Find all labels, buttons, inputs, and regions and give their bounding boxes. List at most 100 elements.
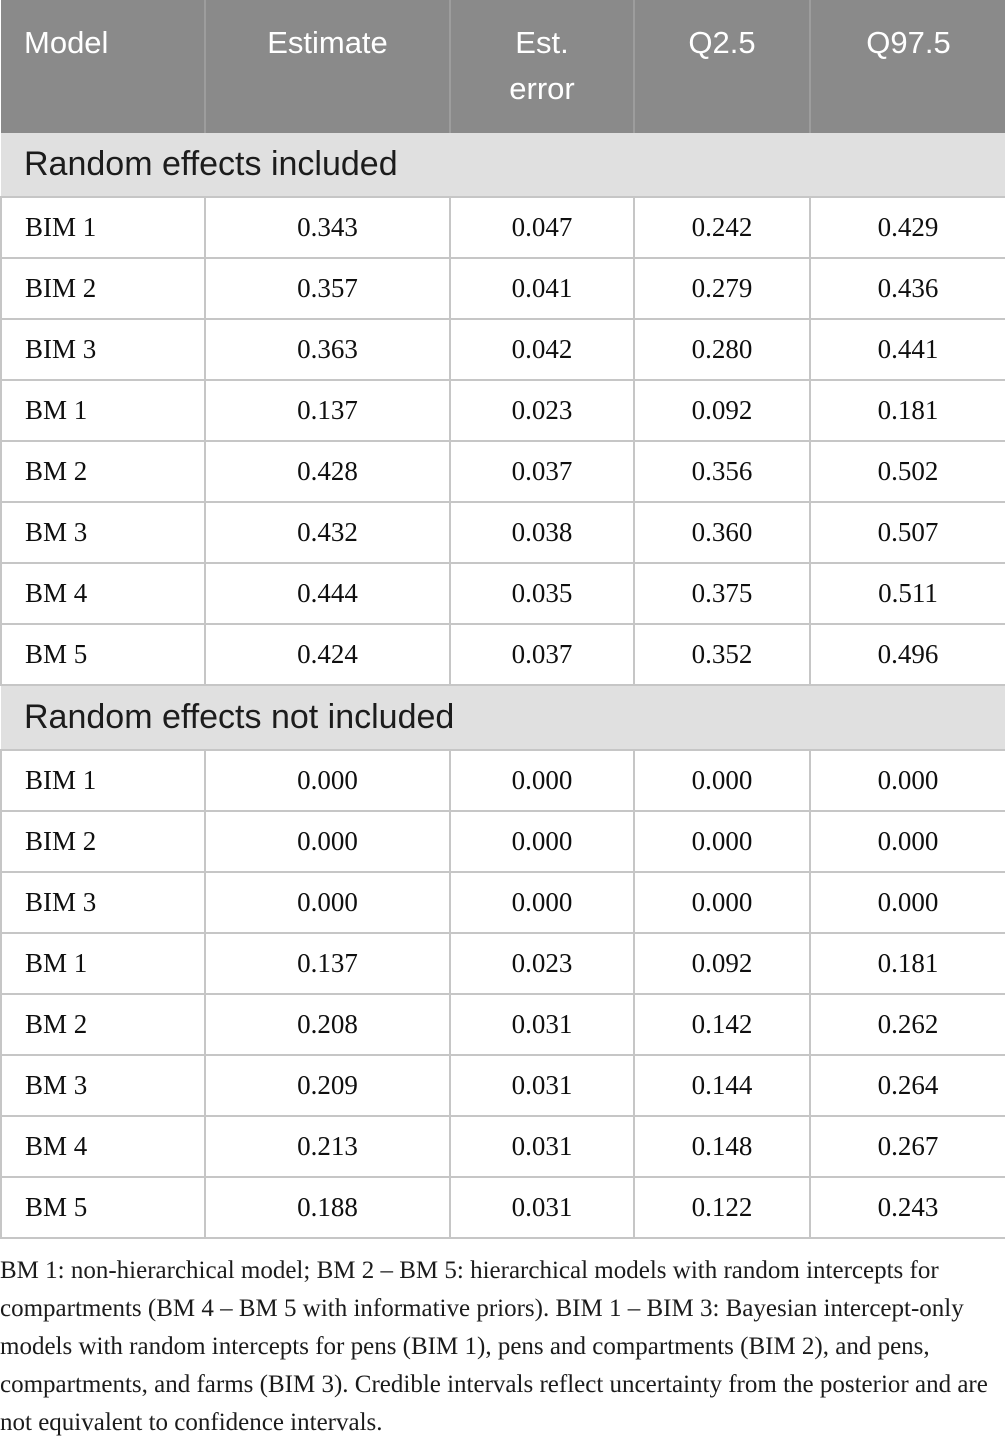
- est-error-cell: 0.038: [449, 501, 635, 564]
- estimate-cell: 0.000: [204, 871, 451, 934]
- table-footnote: BM 1: non-hierarchical model; BM 2 – BM …: [0, 1257, 988, 1436]
- q97-5-cell: 0.181: [809, 932, 1005, 995]
- estimate-cell: 0.363: [204, 318, 451, 381]
- q97-5-cell: 0.267: [809, 1115, 1005, 1178]
- table-row: BIM 1 0.000 0.000 0.000 0.000: [0, 749, 1005, 812]
- est-error-cell: 0.042: [449, 318, 635, 381]
- q97-5-cell: 0.502: [809, 440, 1005, 503]
- estimate-cell: 0.213: [204, 1115, 451, 1178]
- column-header-estimate-label: Estimate: [267, 25, 388, 60]
- model-cell: BIM 1: [0, 749, 206, 812]
- section-label-random-effects-included: Random effects included: [1, 133, 1005, 198]
- model-cell: BIM 2: [0, 257, 206, 320]
- estimate-cell: 0.357: [204, 257, 451, 320]
- q97-5-cell: 0.496: [809, 623, 1005, 686]
- est-error-cell: 0.023: [449, 932, 635, 995]
- q97-5-cell: 0.181: [809, 379, 1005, 442]
- est-error-cell: 0.031: [449, 993, 635, 1056]
- model-cell: BIM 1: [0, 196, 206, 259]
- column-header-q97-5: Q97.5: [809, 0, 1005, 133]
- est-error-cell: 0.000: [449, 749, 635, 812]
- model-cell: BM 5: [0, 1176, 206, 1239]
- q97-5-cell: 0.000: [809, 810, 1005, 873]
- model-cell: BM 3: [0, 501, 206, 564]
- model-cell: BM 5: [0, 623, 206, 686]
- q97-5-cell: 0.429: [809, 196, 1005, 259]
- q2-5-cell: 0.000: [633, 749, 811, 812]
- est-error-cell: 0.031: [449, 1176, 635, 1239]
- q2-5-cell: 0.122: [633, 1176, 811, 1239]
- table-row: BM 2 0.208 0.031 0.142 0.262: [0, 993, 1005, 1056]
- q2-5-cell: 0.092: [633, 932, 811, 995]
- table-row: BIM 1 0.343 0.047 0.242 0.429: [0, 196, 1005, 259]
- q2-5-cell: 0.000: [633, 871, 811, 934]
- q2-5-cell: 0.356: [633, 440, 811, 503]
- model-cell: BIM 3: [0, 318, 206, 381]
- column-header-model: Model: [1, 0, 205, 133]
- table-row: BIM 2 0.357 0.041 0.279 0.436: [0, 257, 1005, 320]
- model-cell: BIM 2: [0, 810, 206, 873]
- est-error-cell: 0.000: [449, 810, 635, 873]
- q2-5-cell: 0.144: [633, 1054, 811, 1117]
- model-cell: BM 2: [0, 440, 206, 503]
- table-row: BIM 3 0.000 0.000 0.000 0.000: [0, 871, 1005, 934]
- est-error-cell: 0.037: [449, 623, 635, 686]
- estimate-cell: 0.000: [204, 810, 451, 873]
- q2-5-cell: 0.280: [633, 318, 811, 381]
- column-header-q2-5: Q2.5: [633, 0, 810, 133]
- estimate-cell: 0.444: [204, 562, 451, 625]
- q2-5-cell: 0.092: [633, 379, 811, 442]
- estimate-cell: 0.209: [204, 1054, 451, 1117]
- table-row: BM 4 0.444 0.035 0.375 0.511: [0, 562, 1005, 625]
- q2-5-cell: 0.142: [633, 993, 811, 1056]
- estimate-cell: 0.137: [204, 379, 451, 442]
- table-row: BM 5 0.188 0.031 0.122 0.243: [0, 1176, 1005, 1239]
- q97-5-cell: 0.000: [809, 871, 1005, 934]
- section-label-random-effects-not-included: Random effects not included: [1, 685, 1005, 751]
- q97-5-cell: 0.000: [809, 749, 1005, 812]
- model-cell: BM 1: [0, 379, 206, 442]
- table-row: BM 3 0.432 0.038 0.360 0.507: [0, 501, 1005, 564]
- q2-5-cell: 0.279: [633, 257, 811, 320]
- q97-5-cell: 0.511: [809, 562, 1005, 625]
- estimate-cell: 0.000: [204, 749, 451, 812]
- column-header-est-error: Est. error: [449, 0, 634, 133]
- q97-5-cell: 0.441: [809, 318, 1005, 381]
- column-header-est-error-label: Est. error: [509, 25, 575, 106]
- q97-5-cell: 0.436: [809, 257, 1005, 320]
- model-cell: BM 4: [0, 562, 206, 625]
- q2-5-cell: 0.352: [633, 623, 811, 686]
- q97-5-cell: 0.264: [809, 1054, 1005, 1117]
- q97-5-cell: 0.507: [809, 501, 1005, 564]
- est-error-cell: 0.047: [449, 196, 635, 259]
- estimate-cell: 0.188: [204, 1176, 451, 1239]
- estimate-cell: 0.343: [204, 196, 451, 259]
- est-error-cell: 0.041: [449, 257, 635, 320]
- section-header-row: Random effects not included: [1, 685, 1005, 751]
- q97-5-cell: 0.243: [809, 1176, 1005, 1239]
- column-header-q2-5-label: Q2.5: [688, 25, 756, 60]
- table-row: BM 5 0.424 0.037 0.352 0.496: [0, 623, 1005, 686]
- q2-5-cell: 0.375: [633, 562, 811, 625]
- est-error-cell: 0.031: [449, 1115, 635, 1178]
- table-row: BIM 3 0.363 0.042 0.280 0.441: [0, 318, 1005, 381]
- est-error-cell: 0.037: [449, 440, 635, 503]
- table-row: BM 4 0.213 0.031 0.148 0.267: [0, 1115, 1005, 1178]
- column-header-q97-5-label: Q97.5: [866, 25, 951, 60]
- est-error-cell: 0.023: [449, 379, 635, 442]
- q97-5-cell: 0.262: [809, 993, 1005, 1056]
- table-row: BM 1 0.137 0.023 0.092 0.181: [0, 932, 1005, 995]
- model-cell: BM 1: [0, 932, 206, 995]
- model-estimates-table: Model Estimate Est. error Q2.5 Q97.5 Ran…: [0, 0, 1005, 1239]
- table-row: BM 1 0.137 0.023 0.092 0.181: [0, 379, 1005, 442]
- column-header-model-label: Model: [24, 25, 109, 60]
- estimate-cell: 0.137: [204, 932, 451, 995]
- model-cell: BIM 3: [0, 871, 206, 934]
- estimate-cell: 0.424: [204, 623, 451, 686]
- est-error-cell: 0.031: [449, 1054, 635, 1117]
- table-header-row: Model Estimate Est. error Q2.5 Q97.5: [1, 0, 1005, 133]
- model-cell: BM 3: [0, 1054, 206, 1117]
- estimate-cell: 0.208: [204, 993, 451, 1056]
- model-cell: BM 2: [0, 993, 206, 1056]
- est-error-cell: 0.000: [449, 871, 635, 934]
